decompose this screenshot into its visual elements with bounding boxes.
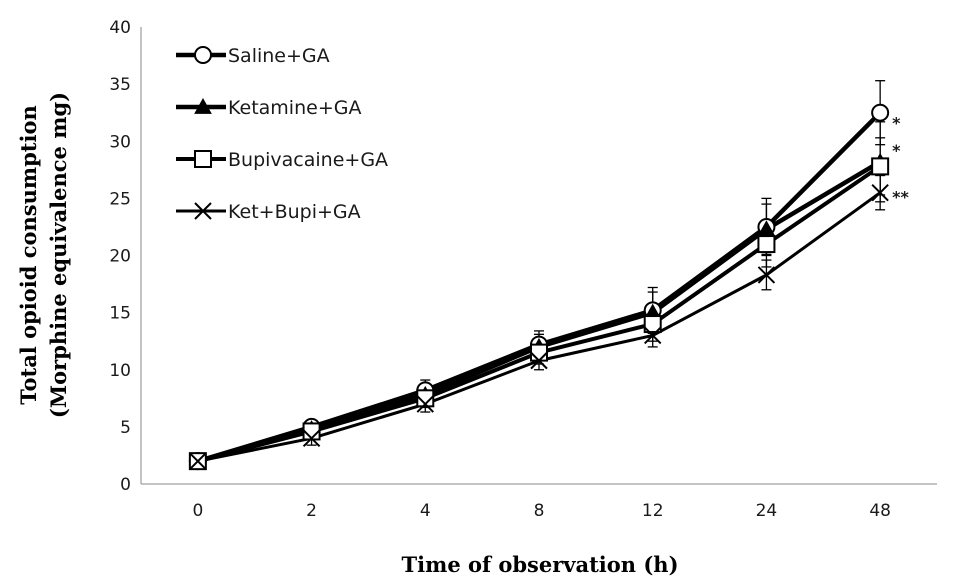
point-bupivacaine-ga <box>757 235 776 254</box>
legend-label-bupivacaine-ga: Bupivacaine+GA <box>228 149 388 171</box>
y-tick-label: 15 <box>109 304 131 324</box>
y-tick-label: 30 <box>109 132 131 152</box>
point-ket-bupi-ga <box>644 326 662 345</box>
error-bars <box>192 80 886 467</box>
point-ket-bupi-ga <box>757 266 776 284</box>
point-bupivacaine-ga <box>530 343 548 362</box>
y-tick-labels: 0 5 10 15 20 25 30 35 40 <box>109 18 131 495</box>
legend-marker-bupivacaine-ga <box>194 150 212 168</box>
legend-marker-ketamine-ga <box>194 97 212 114</box>
y-tick-label: 10 <box>109 361 131 381</box>
point-ket-bupi-ga <box>302 429 321 448</box>
point-bupivacaine-ga <box>416 389 435 408</box>
x-tick-label: 48 <box>869 501 891 521</box>
y-tick-label: 25 <box>109 189 131 209</box>
significance-ketamine-ga: * <box>892 141 901 160</box>
significance-labels: **** <box>892 114 909 207</box>
significance-saline-ga: * <box>892 114 901 133</box>
legend-label-saline-ga: Saline+GA <box>228 45 330 67</box>
y-axis-title-line1: Total opioid consumption <box>16 105 41 404</box>
x-tick-labels: 0 2 4 8 12 24 48 <box>192 501 891 521</box>
point-ket-bupi-ga <box>189 452 207 470</box>
y-tick-label: 5 <box>120 418 131 438</box>
y-tick-label: 0 <box>120 475 131 495</box>
point-saline-ga <box>871 103 890 122</box>
significance-ket-bupi-ga: ** <box>892 188 909 207</box>
point-ket-bupi-ga <box>871 183 889 202</box>
y-axis-title-line2: (Morphine equivalence mg) <box>46 92 71 418</box>
legend-label-ket-bupi-ga: Ket+Bupi+GA <box>228 201 361 223</box>
x-tick-label: 2 <box>306 501 317 521</box>
y-tick-label: 40 <box>109 18 131 38</box>
point-bupivacaine-ga <box>643 315 662 334</box>
x-tick-label: 8 <box>534 501 545 521</box>
x-tick-label: 0 <box>192 501 203 521</box>
point-bupivacaine-ga <box>871 157 890 176</box>
series-markers <box>188 103 890 471</box>
x-tick-label: 12 <box>642 501 664 521</box>
y-axis-title: Total opioid consumption (Morphine equiv… <box>16 92 71 418</box>
point-ket-bupi-ga <box>416 395 434 413</box>
y-tick-label: 35 <box>109 75 131 95</box>
x-axis-title: Time of observation (h) <box>402 552 679 577</box>
series-line-ket-bupi-ga <box>197 191 882 463</box>
axes <box>140 27 937 485</box>
legend: Saline+GA Ketamine+GA Bupivacaine+GA Ket+Bu… <box>176 45 388 223</box>
x-tick-label: 4 <box>420 501 431 521</box>
legend-marker-saline-ga <box>194 46 212 64</box>
point-ket-bupi-ga <box>530 351 548 370</box>
legend-label-ketamine-ga: Ketamine+GA <box>228 97 361 119</box>
x-tick-label: 24 <box>756 501 778 521</box>
legend-marker-ket-bupi-ga <box>194 202 212 220</box>
y-tick-label: 20 <box>109 247 131 267</box>
